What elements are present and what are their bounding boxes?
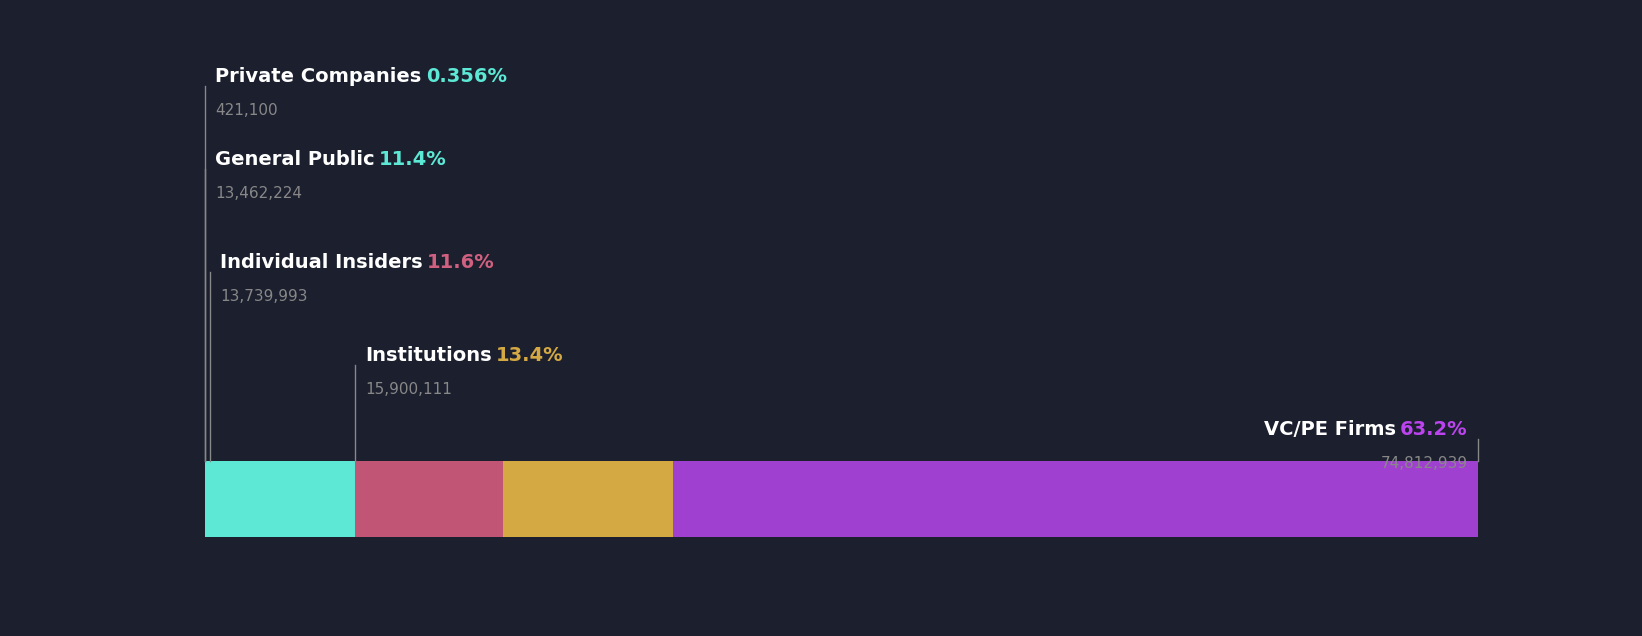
Text: 74,812,939: 74,812,939 <box>1381 455 1468 471</box>
Bar <box>355 460 502 537</box>
Text: 63.2%: 63.2% <box>1401 420 1468 439</box>
Text: 11.6%: 11.6% <box>427 253 494 272</box>
Bar <box>205 460 210 537</box>
Text: Institutions: Institutions <box>365 346 491 365</box>
Text: General Public: General Public <box>215 150 374 169</box>
Text: VC/PE Firms: VC/PE Firms <box>1264 420 1396 439</box>
Text: 0.356%: 0.356% <box>425 67 507 86</box>
Text: 15,900,111: 15,900,111 <box>365 382 452 397</box>
Bar <box>502 460 673 537</box>
Bar <box>673 460 1478 537</box>
Text: 11.4%: 11.4% <box>379 150 447 169</box>
Text: Private Companies: Private Companies <box>215 67 422 86</box>
Text: 13.4%: 13.4% <box>496 346 563 365</box>
Text: 13,462,224: 13,462,224 <box>215 186 302 201</box>
Text: Individual Insiders: Individual Insiders <box>220 253 422 272</box>
Text: 421,100: 421,100 <box>215 103 277 118</box>
Text: 13,739,993: 13,739,993 <box>220 289 307 304</box>
Bar <box>210 460 355 537</box>
